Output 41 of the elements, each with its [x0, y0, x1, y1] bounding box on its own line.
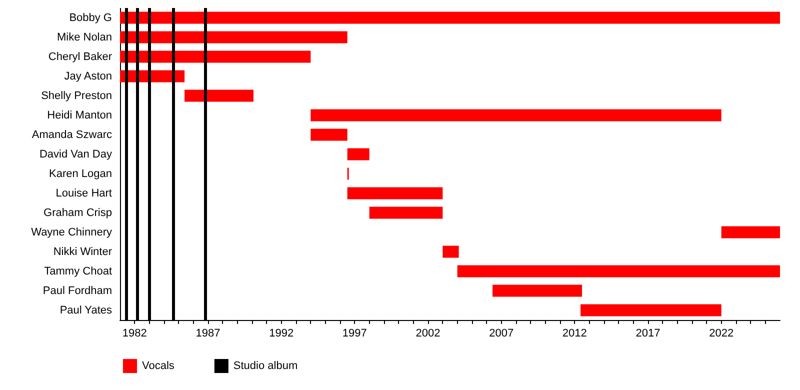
- y-tick-label: Jay Aston: [64, 70, 112, 82]
- y-tick-label: Karen Logan: [49, 168, 112, 180]
- x-tick-label: 2002: [416, 328, 440, 340]
- bar: [310, 109, 722, 122]
- y-tick-label: Paul Yates: [60, 304, 112, 316]
- y-tick-label: Louise Hart: [56, 187, 112, 200]
- bar: [580, 304, 722, 316]
- x-tick-label: 2012: [562, 328, 587, 340]
- x-tick-label: 1982: [122, 328, 147, 340]
- x-tick-label: 1987: [196, 328, 220, 340]
- bar: [492, 284, 582, 297]
- y-tick-label: Shelly Preston: [41, 90, 112, 102]
- legend-label: Vocals: [142, 360, 175, 372]
- bar: [120, 50, 311, 63]
- bar: [721, 226, 780, 238]
- bar: [442, 246, 459, 258]
- y-tick-label: Cheryl Baker: [48, 50, 112, 63]
- bar: [120, 12, 780, 24]
- x-tick-label: 2017: [636, 328, 660, 340]
- x-tick-label: 1997: [342, 328, 367, 340]
- y-tick-label: Tammy Choat: [44, 265, 112, 278]
- y-tick-label: Wayne Chinnery: [31, 226, 112, 238]
- y-tick-label: David Van Day: [39, 148, 112, 160]
- bar: [120, 31, 348, 44]
- y-tick-label: Mike Nolan: [56, 31, 112, 44]
- bar: [347, 148, 370, 160]
- y-tick-label: Nikki Winter: [53, 246, 112, 258]
- bar: [369, 206, 443, 219]
- x-tick-label: 1992: [269, 328, 294, 340]
- bar: [184, 90, 254, 102]
- legend-label: Studio album: [233, 360, 298, 372]
- x-tick-label: 2007: [489, 328, 514, 340]
- bar: [457, 265, 780, 278]
- x-tick-label: 2022: [709, 328, 734, 340]
- y-tick-label: Amanda Szwarc: [32, 128, 112, 141]
- y-tick-label: Heidi Manton: [47, 109, 112, 122]
- y-tick-label: Graham Crisp: [44, 206, 112, 219]
- y-tick-label: Bobby G: [69, 12, 112, 24]
- bar: [310, 128, 348, 141]
- bar: [347, 187, 443, 200]
- y-tick-label: Paul Fordham: [42, 284, 112, 297]
